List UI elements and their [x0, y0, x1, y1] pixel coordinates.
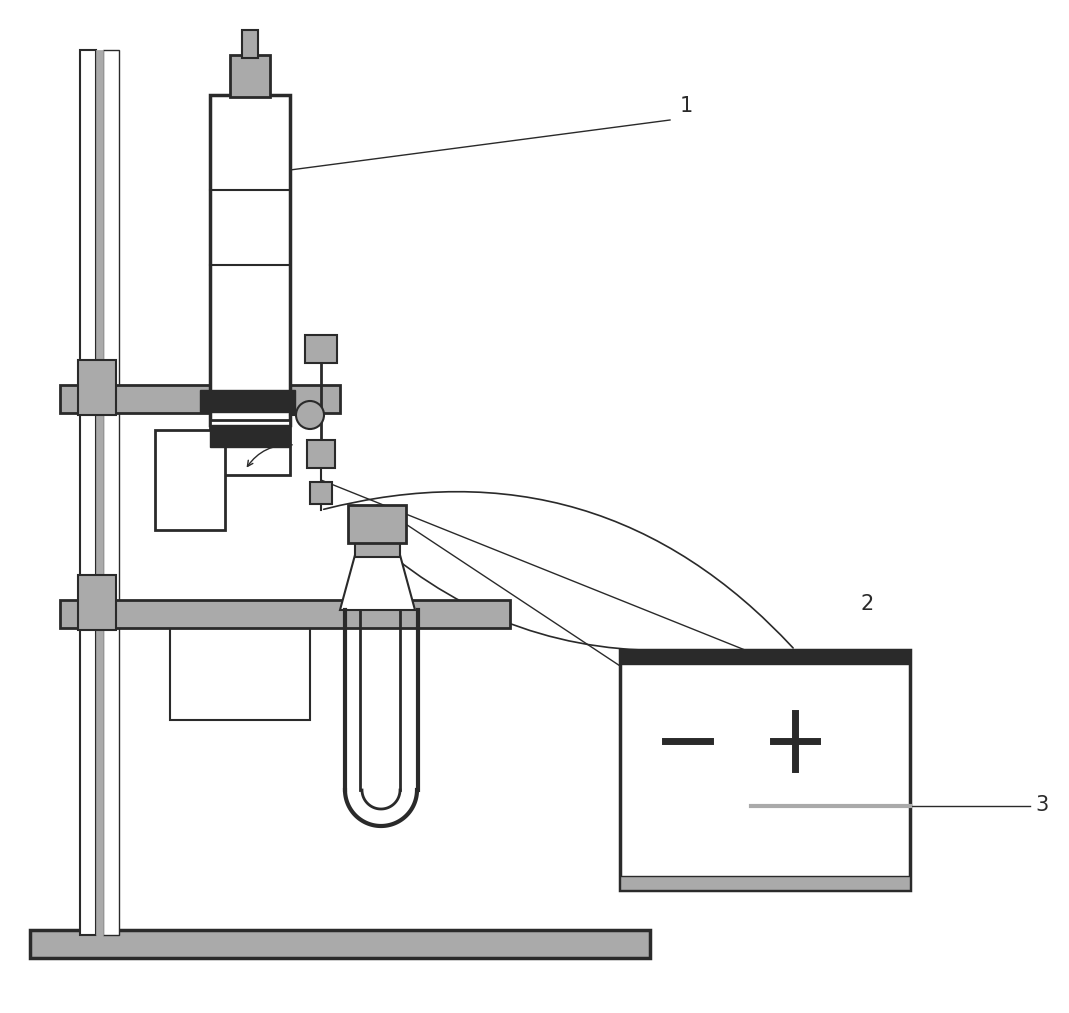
Bar — [355, 540, 400, 557]
Text: 3: 3 — [1035, 795, 1049, 815]
Bar — [242, 30, 258, 58]
Bar — [348, 505, 406, 543]
Bar — [305, 335, 337, 363]
Bar — [210, 425, 290, 447]
Bar — [60, 600, 510, 628]
Bar — [620, 650, 910, 664]
Circle shape — [296, 401, 324, 428]
Bar — [307, 440, 335, 468]
Bar — [103, 50, 119, 935]
Bar — [172, 612, 308, 718]
Bar — [210, 95, 290, 425]
Bar — [30, 930, 650, 958]
Polygon shape — [340, 555, 415, 610]
Bar — [170, 610, 310, 720]
Bar — [96, 50, 103, 935]
Bar — [200, 390, 295, 412]
Bar — [155, 430, 224, 530]
Bar — [80, 50, 96, 935]
Text: 1: 1 — [680, 96, 694, 116]
Bar — [212, 97, 288, 187]
Bar — [230, 55, 270, 97]
Bar — [310, 482, 332, 504]
Bar — [60, 385, 340, 413]
Bar — [78, 575, 117, 630]
Text: 2: 2 — [859, 594, 873, 614]
Bar — [210, 420, 290, 475]
Bar — [78, 360, 117, 415]
Bar — [620, 650, 910, 890]
Bar — [620, 876, 910, 890]
